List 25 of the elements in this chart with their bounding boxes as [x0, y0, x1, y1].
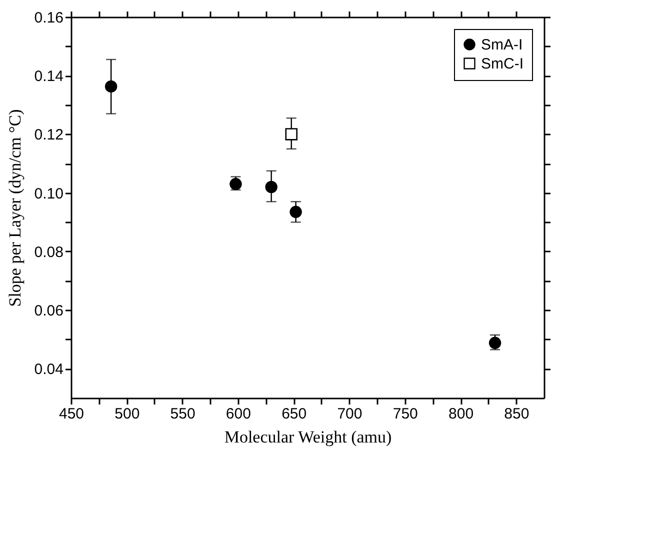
y-tick-label: 0.04 [34, 361, 64, 378]
y-tick-label: 0.06 [34, 302, 64, 320]
x-tick-label: 800 [448, 406, 474, 422]
y-tick-label: 0.14 [34, 68, 64, 86]
point [265, 180, 278, 194]
x-tick-label: 650 [282, 406, 307, 422]
x-tick-label: 750 [392, 406, 418, 422]
x-tick-label: 450 [58, 406, 84, 422]
x-tick-label: 700 [337, 406, 362, 422]
x-tick-label: 850 [504, 406, 530, 422]
x-tick-label: 600 [226, 406, 251, 422]
x-tick-label: 500 [114, 406, 140, 422]
y-axis-title: Slope per Layer (dyn/cm °C) [5, 109, 24, 307]
y-tick-label: 0.16 [34, 10, 64, 26]
y-tick-label: 0.08 [34, 244, 64, 261]
y-tick-label: 0.10 [34, 185, 64, 202]
x-tick-label: 550 [170, 406, 196, 422]
x-axis-title: Molecular Weight (amu) [224, 428, 392, 446]
legend-label: SmC-I [481, 56, 524, 72]
point [285, 128, 298, 140]
legend-label: SmA-I [481, 36, 523, 54]
point [104, 80, 118, 93]
y-tick-label: 0.12 [34, 126, 64, 144]
point [290, 206, 302, 218]
point [488, 336, 502, 350]
